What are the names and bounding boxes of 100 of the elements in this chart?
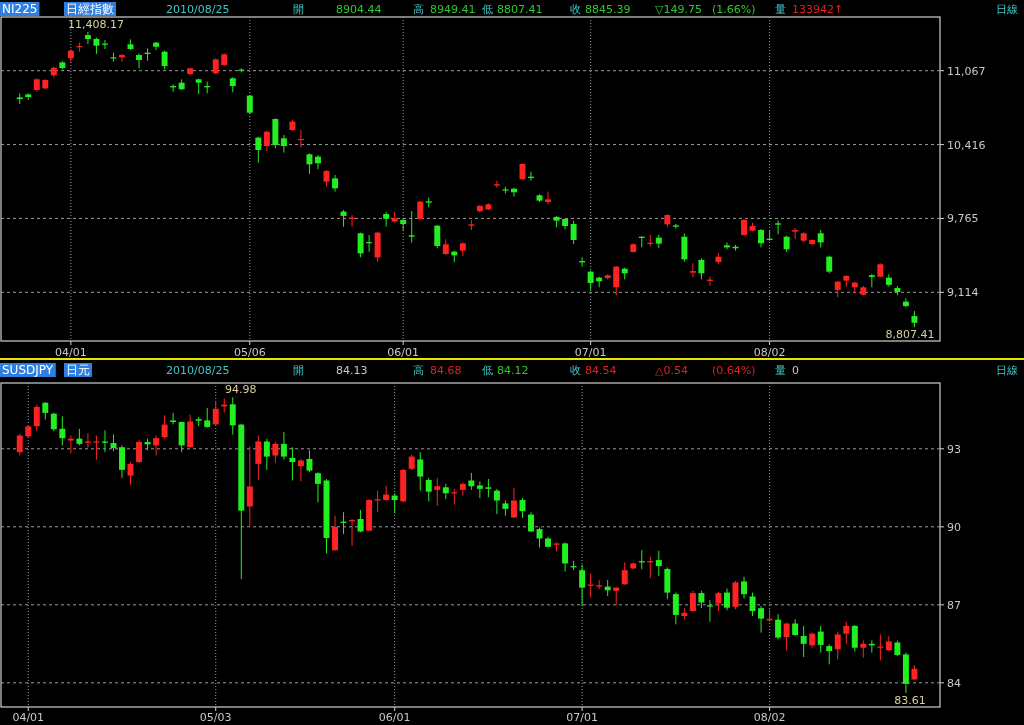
candlestick: [93, 435, 100, 461]
text: 高: [413, 3, 424, 16]
candlestick: [383, 211, 390, 228]
candlestick: [493, 488, 500, 515]
candlestick: [306, 449, 313, 473]
chart-subtitle: 日經指數: [66, 2, 114, 16]
text: 8904.44: [336, 3, 382, 16]
x-tick-label: 07/01: [566, 711, 598, 724]
text: 日線: [996, 3, 1018, 16]
candlestick: [263, 130, 270, 152]
candlestick: [67, 48, 74, 63]
candlestick: [536, 526, 543, 548]
candlestick: [332, 515, 338, 552]
candlestick: [724, 587, 730, 611]
text: (1.66%): [712, 3, 756, 16]
candlestick: [161, 50, 168, 70]
candlestick: [698, 257, 705, 280]
candlestick: [672, 223, 679, 230]
chart-title: NI225: [2, 2, 38, 16]
candlestick: [724, 242, 730, 250]
text: 2010/08/25: [166, 364, 230, 377]
candlestick: [204, 407, 211, 429]
candlestick: [741, 576, 747, 599]
text: 高: [413, 364, 424, 377]
candlestick: [783, 622, 790, 651]
candlestick: [314, 471, 321, 503]
candlestick: [246, 94, 253, 115]
candlestick: [417, 200, 424, 221]
candlestick: [136, 52, 143, 69]
text: 量: [775, 364, 786, 377]
annotation: 94.98: [225, 383, 257, 397]
candlestick: [84, 31, 91, 45]
candlestick: [510, 487, 517, 519]
x-tick-label: 07/01: [574, 346, 607, 359]
candlestick: [476, 480, 483, 499]
y-tick-label: 84: [947, 676, 961, 690]
candlestick: [255, 136, 262, 164]
candlestick: [758, 605, 765, 634]
candlestick: [758, 228, 765, 248]
text: 8949.41: [430, 3, 476, 16]
text: 低: [482, 364, 493, 377]
x-tick-label: 05/03: [199, 711, 232, 724]
x-tick-label: 05/06: [233, 346, 266, 359]
candlestick: [749, 592, 756, 617]
candlestick: [280, 134, 287, 154]
candlestick: [681, 232, 688, 263]
text: 8845.39: [585, 3, 631, 16]
y-tick-label: 93: [947, 442, 961, 456]
x-tick-label: 06/01: [378, 711, 411, 724]
candlestick: [229, 396, 236, 435]
candlestick: [775, 220, 782, 235]
candlestick: [817, 625, 824, 654]
candlestick: [374, 490, 381, 513]
text: 84.13: [336, 364, 368, 377]
candlestick: [706, 599, 713, 623]
candlestick: [383, 485, 390, 502]
candlestick: [715, 591, 722, 612]
text: 2010/08/25: [166, 3, 230, 16]
candlestick: [212, 400, 219, 426]
candlestick: [493, 180, 500, 189]
candlestick: [621, 561, 628, 586]
candlestick: [902, 297, 909, 308]
candlestick: [570, 220, 577, 245]
candlestick: [263, 438, 270, 471]
candlestick: [834, 631, 841, 660]
candlestick: [579, 564, 586, 607]
text: 收: [570, 3, 581, 16]
candlestick: [391, 492, 398, 514]
candlestick: [153, 41, 160, 51]
text: 開: [293, 3, 304, 16]
text: 84.54: [585, 364, 617, 377]
candlestick: [545, 191, 552, 205]
candlestick: [655, 550, 662, 577]
candlestick: [826, 643, 833, 665]
candlestick: [843, 621, 850, 645]
candlestick: [562, 541, 569, 573]
text: 日線: [996, 364, 1018, 377]
candlestick: [425, 477, 432, 502]
candlestick: [170, 412, 177, 425]
candlestick: [33, 404, 40, 432]
chart-subtitle: 日元: [66, 363, 90, 377]
y-tick-label: 11,067: [947, 64, 986, 78]
candlestick: [664, 566, 671, 600]
candlestick: [434, 477, 441, 507]
candlestick: [297, 458, 304, 482]
candlestick: [485, 478, 492, 498]
candlestick: [357, 509, 364, 533]
annotation: 8,807.41: [885, 328, 935, 341]
candlestick: [280, 431, 287, 461]
y-tick-label: 10,416: [947, 138, 986, 152]
text: ▽149.75: [655, 3, 702, 16]
candlestick: [587, 270, 594, 291]
text: (0.64%): [712, 364, 756, 377]
candlestick: [178, 420, 185, 453]
text: 量: [775, 3, 786, 16]
candlestick: [306, 152, 313, 175]
y-tick-label: 87: [947, 598, 961, 612]
candlestick: [613, 265, 620, 296]
y-tick-label: 9,765: [947, 212, 979, 226]
candlestick: [136, 439, 143, 464]
